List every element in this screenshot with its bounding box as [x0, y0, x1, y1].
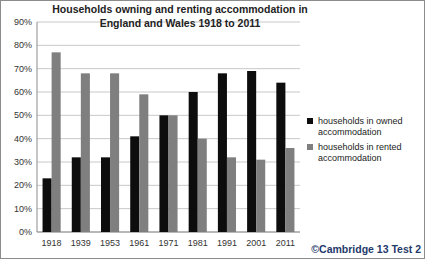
x-tick-label: 1961 [129, 238, 149, 248]
bar [52, 52, 61, 232]
bar [227, 157, 236, 232]
bar [110, 73, 119, 232]
bar [256, 160, 265, 232]
chart-border [1, 1, 425, 259]
bar [189, 92, 198, 232]
bar [247, 71, 256, 232]
title-line: England and Wales 1918 to 2011 [100, 17, 261, 29]
legend-swatch [307, 118, 313, 124]
x-tick-label: 1939 [71, 238, 91, 248]
legend-label: households in rentedaccommodation [318, 142, 402, 163]
legend-line: accommodation [318, 153, 382, 163]
x-tick-label: 1971 [158, 238, 178, 248]
y-tick-label: 90% [14, 17, 32, 27]
x-tick-label: 1981 [188, 238, 208, 248]
legend-line: accommodation [318, 127, 382, 137]
y-tick-label: 80% [14, 40, 32, 50]
legend-line: households in rented [318, 142, 402, 152]
y-tick-label: 0% [19, 227, 32, 237]
bars [43, 52, 295, 232]
x-tick-label: 1953 [100, 238, 120, 248]
grid-line [37, 68, 300, 69]
y-tick-label: 40% [14, 134, 32, 144]
y-axis [37, 22, 38, 232]
title: Households owning and renting accommodat… [52, 3, 308, 29]
y-tick-label: 70% [14, 64, 32, 74]
chart: 0% 10% 20% 30% 40% 50% 60% 70% 80% 90% 1918 1939 195… [0, 0, 425, 259]
bar [81, 73, 90, 232]
x-tick-label: 2001 [246, 238, 266, 248]
bar [130, 136, 139, 232]
bar [169, 115, 178, 232]
y-tick-label: 50% [14, 110, 32, 120]
bar [43, 178, 52, 232]
bar [218, 73, 227, 232]
legend-line: households in owned [318, 116, 403, 126]
y-tick-label: 60% [14, 87, 32, 97]
annotation: ©Cambridge 13 Test 2 [311, 243, 421, 255]
legend-label: households in ownedaccommodation [318, 116, 403, 137]
bar [198, 139, 207, 232]
legend-swatch [307, 144, 313, 150]
bar [159, 115, 168, 232]
grid-line [37, 45, 300, 46]
bar [72, 157, 81, 232]
bar [285, 148, 294, 232]
x-tick-label: 1918 [42, 238, 62, 248]
bar [139, 94, 148, 232]
y-tick-label: 20% [14, 180, 32, 190]
x-tick-label: 1991 [217, 238, 237, 248]
bar [276, 83, 285, 232]
bar [101, 157, 110, 232]
y-tick-label: 30% [14, 157, 32, 167]
grid-line [37, 92, 300, 93]
y-tick-label: 10% [14, 204, 32, 214]
x-tick-label: 2011 [276, 238, 295, 248]
title-line: Households owning and renting accommodat… [52, 3, 308, 15]
